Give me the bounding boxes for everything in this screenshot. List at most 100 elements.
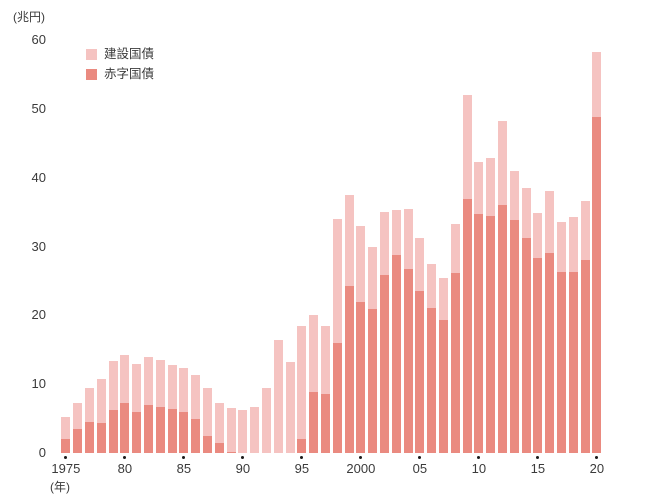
bar-construction-2007 [439, 278, 448, 321]
x-tick-label: 80 [117, 461, 133, 476]
bar-deficit-2020 [592, 117, 602, 453]
legend-item-construction-bonds: 建設国債 [86, 47, 154, 61]
legend: 建設国債 赤字国債 [86, 47, 154, 87]
x-tick-dot [241, 456, 245, 459]
bar-deficit-2012 [498, 205, 507, 453]
bar-construction-2012 [498, 120, 507, 206]
bar-construction-2016 [545, 191, 555, 253]
y-tick-label: 50 [31, 100, 46, 116]
bar-construction-1994 [285, 362, 295, 453]
legend-swatch-construction-icon [86, 48, 97, 60]
bar-construction-2002 [380, 212, 389, 276]
bar-deficit-1985 [179, 411, 189, 453]
bar-deficit-2017 [557, 271, 566, 453]
bar-construction-2019 [580, 201, 590, 261]
bar-deficit-1997 [321, 394, 330, 453]
bar-construction-1988 [214, 403, 224, 443]
x-tick-dot [595, 456, 599, 459]
legend-swatch-deficit-icon [86, 68, 97, 80]
bar-deficit-1980 [120, 403, 130, 453]
legend-item-deficit-bonds: 赤字国債 [86, 67, 154, 81]
y-axis-unit-label: (兆円) [13, 10, 45, 24]
bar-construction-1995 [297, 325, 307, 440]
y-tick-label: 40 [31, 169, 46, 185]
x-tick-label: 05 [412, 461, 428, 476]
bar-construction-2015 [533, 212, 543, 258]
legend-label-deficit-bonds: 赤字国債 [104, 67, 155, 81]
bar-construction-1990 [238, 409, 248, 453]
bar-construction-2018 [568, 216, 578, 272]
x-axis-unit-label: (年) [50, 480, 70, 494]
bar-construction-1982 [144, 356, 153, 405]
bar-construction-1983 [155, 360, 165, 407]
bar-construction-2013 [509, 171, 519, 220]
bar-deficit-2009 [462, 199, 472, 453]
x-tick-dot [536, 456, 540, 459]
bar-deficit-1982 [144, 404, 153, 453]
bar-construction-1981 [132, 364, 142, 413]
bar-construction-1977 [85, 387, 94, 422]
bar-construction-1999 [344, 194, 354, 286]
bar-construction-1998 [332, 218, 342, 343]
x-tick-dot [359, 456, 363, 459]
bar-deficit-1976 [73, 428, 83, 453]
bar-construction-2014 [521, 187, 531, 238]
x-tick-label: 95 [294, 461, 310, 476]
y-tick-label: 20 [31, 307, 46, 323]
bar-construction-2000 [356, 225, 366, 303]
bar-deficit-2006 [427, 308, 437, 453]
bar-deficit-1999 [344, 285, 354, 453]
bar-deficit-1981 [132, 412, 142, 453]
bar-construction-1980 [120, 355, 130, 404]
bar-construction-2020 [592, 52, 602, 118]
bar-construction-1979 [108, 360, 118, 410]
x-tick-dot [300, 456, 304, 459]
bar-deficit-2001 [368, 309, 378, 453]
bar-deficit-2018 [568, 271, 578, 453]
bar-deficit-2005 [415, 291, 425, 453]
x-tick-dot [477, 456, 481, 459]
bar-deficit-2014 [521, 237, 531, 453]
bar-deficit-2004 [403, 268, 413, 453]
bar-deficit-1983 [155, 406, 165, 453]
bar-deficit-1986 [191, 418, 201, 453]
bar-deficit-1995 [297, 439, 307, 453]
y-tick-label: 60 [31, 32, 46, 47]
bar-deficit-1998 [332, 342, 342, 453]
bar-deficit-1975 [61, 438, 71, 453]
bar-deficit-1979 [108, 409, 118, 453]
bar-construction-1992 [262, 387, 271, 453]
bar-construction-2017 [557, 221, 566, 272]
x-tick-label: 2000 [346, 461, 376, 476]
x-tick-dot [123, 456, 127, 459]
x-tick-label: 15 [530, 461, 546, 476]
bar-construction-1997 [321, 325, 330, 395]
bar-construction-1985 [179, 368, 189, 412]
bar-construction-1976 [73, 403, 83, 429]
bar-construction-1984 [167, 364, 177, 409]
bar-construction-1987 [203, 388, 212, 436]
bar-construction-1991 [250, 406, 260, 453]
bar-construction-1975 [61, 416, 71, 439]
y-tick-label: 10 [31, 376, 46, 392]
x-tick-dot [182, 456, 186, 459]
x-tick-label: 90 [235, 461, 251, 476]
bar-deficit-1978 [96, 423, 106, 453]
legend-label-construction-bonds: 建設国債 [104, 47, 155, 61]
bar-deficit-1989 [226, 451, 236, 453]
bar-deficit-2008 [450, 273, 460, 453]
bar-deficit-2002 [380, 275, 389, 453]
bar-construction-2011 [486, 158, 496, 217]
bar-construction-2009 [462, 95, 472, 199]
x-tick-dot [64, 456, 68, 459]
bar-construction-2006 [427, 264, 437, 309]
bar-construction-2004 [403, 208, 413, 269]
bar-deficit-1977 [85, 422, 94, 453]
y-tick-label: 30 [31, 238, 46, 254]
bar-construction-2010 [474, 161, 484, 215]
bar-deficit-2015 [533, 257, 543, 453]
y-tick-label: 0 [38, 445, 46, 460]
bar-deficit-1996 [309, 392, 319, 453]
bar-construction-1993 [273, 340, 283, 453]
